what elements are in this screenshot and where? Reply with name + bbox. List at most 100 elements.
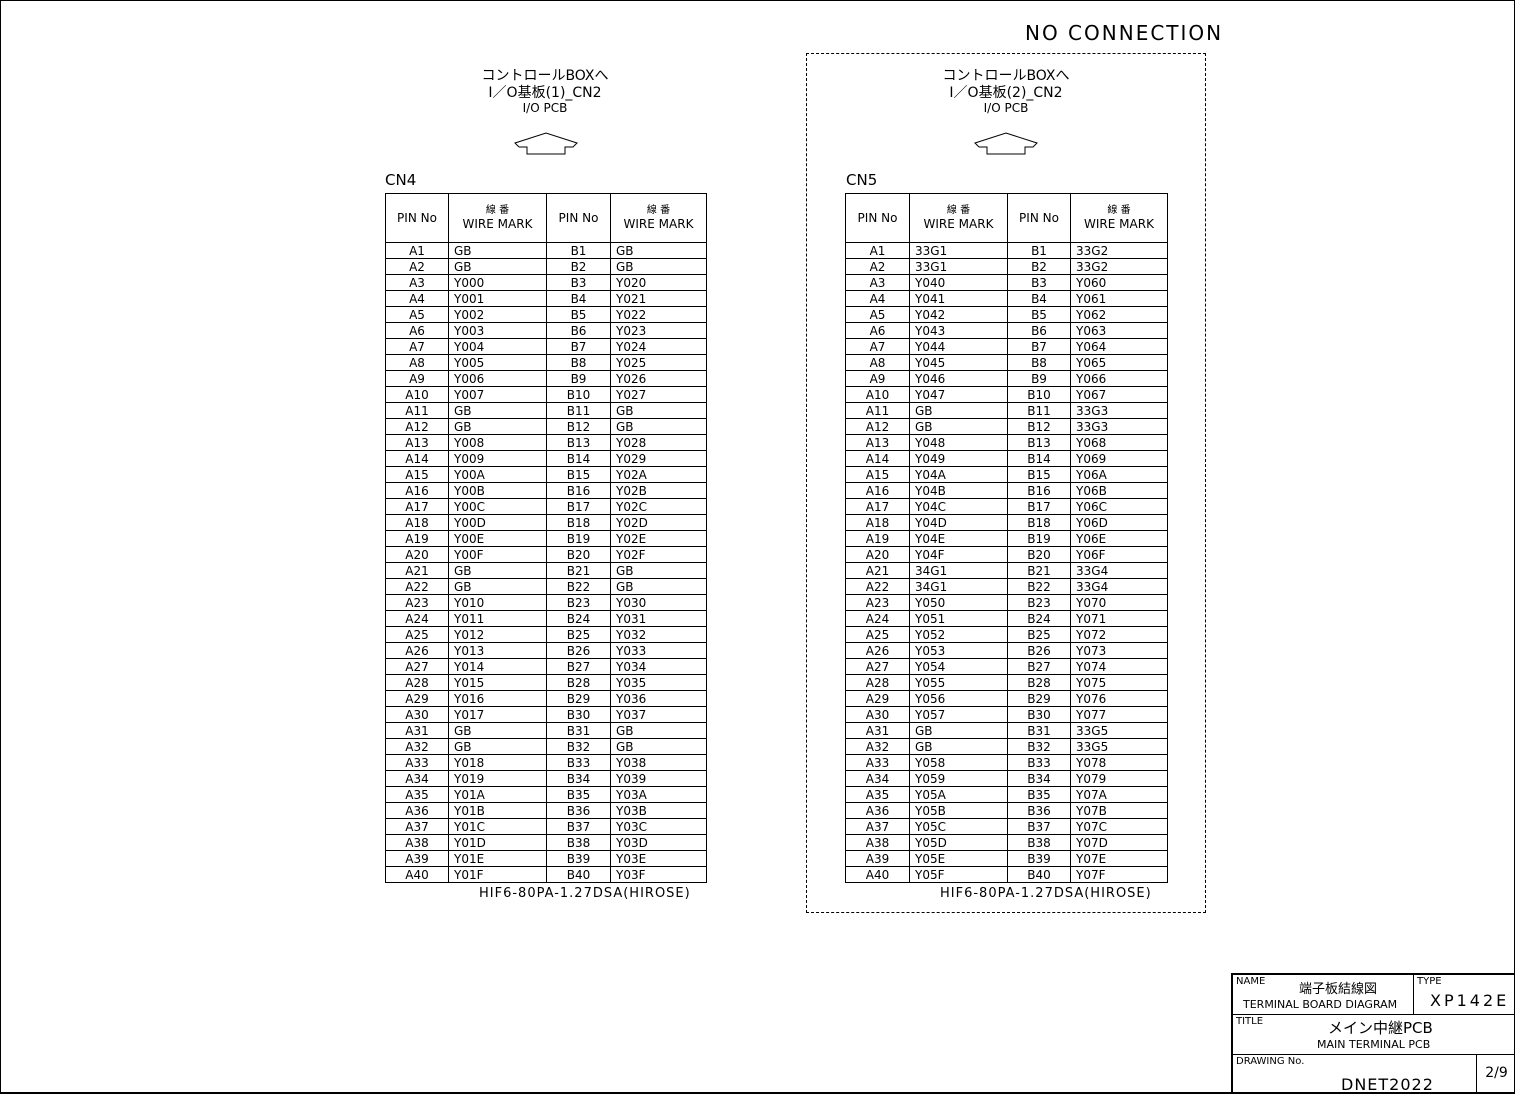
pin-cell: B30: [546, 706, 611, 723]
wire-mark-header: 線 番 WIRE MARK: [1070, 193, 1168, 243]
pin-cell: B35: [1007, 786, 1071, 803]
pin-cell: B11: [1007, 402, 1071, 419]
table-row: A14 Y049 B14 Y069: [845, 450, 1168, 467]
destination-line: I／O基板(2)_CN2: [949, 85, 1063, 101]
wire-mark-cell: Y018: [448, 754, 547, 771]
table-row: A32 GB B32 33G5: [845, 738, 1168, 755]
wire-mark-cell: Y03C: [610, 818, 707, 835]
pin-cell: A32: [385, 738, 449, 755]
wire-mark-cell: Y055: [909, 674, 1008, 691]
wire-mark-cell: Y041: [909, 290, 1008, 307]
cn4-label: CN4: [385, 171, 417, 189]
table-row: A7 Y004 B7 Y024: [385, 338, 707, 355]
table-row: A16 Y04B B16 Y06B: [845, 482, 1168, 499]
wire-mark-cell: Y045: [909, 354, 1008, 371]
pin-cell: B19: [546, 530, 611, 547]
wire-mark-cell: Y02F: [610, 546, 707, 563]
wire-mark-cell: Y006: [448, 370, 547, 387]
wire-mark-cell: Y01B: [448, 802, 547, 819]
wire-mark-cell: Y011: [448, 610, 547, 627]
pin-cell: A20: [845, 546, 910, 563]
table-row: A29 Y016 B29 Y036: [385, 690, 707, 707]
wire-mark-cell: Y014: [448, 658, 547, 675]
wire-mark-jp: 線 番: [946, 205, 971, 216]
wire-mark-cell: Y053: [909, 642, 1008, 659]
table-row: A15 Y00A B15 Y02A: [385, 466, 707, 483]
pin-cell: B26: [1007, 642, 1071, 659]
wire-mark-cell: Y04E: [909, 530, 1008, 547]
table-row: A10 Y007 B10 Y027: [385, 386, 707, 403]
pin-cell: A39: [385, 850, 449, 867]
pin-no-header: PIN No: [385, 193, 449, 243]
wire-mark-cell: Y01E: [448, 850, 547, 867]
table-row: A31 GB B31 33G5: [845, 722, 1168, 739]
pin-cell: B28: [546, 674, 611, 691]
wire-mark-cell: Y040: [909, 274, 1008, 291]
table-row: A34 Y059 B34 Y079: [845, 770, 1168, 787]
wire-mark-cell: Y074: [1070, 658, 1168, 675]
pin-cell: A30: [845, 706, 910, 723]
table-row: A1 33G1 B1 33G2: [845, 242, 1168, 259]
cn5-label: CN5: [846, 171, 878, 189]
pin-cell: A38: [845, 834, 910, 851]
wire-mark-cell: Y057: [909, 706, 1008, 723]
wire-mark-cell: Y077: [1070, 706, 1168, 723]
pin-cell: B39: [546, 850, 611, 867]
wire-mark-jp: 線 番: [485, 205, 510, 216]
table-row: A15 Y04A B15 Y06A: [845, 466, 1168, 483]
pin-cell: A11: [385, 402, 449, 419]
cn5-pin-table: PIN No 線 番 WIRE MARK PIN No 線 番 WIRE MARK A1 33…: [845, 193, 1168, 883]
pin-cell: B24: [546, 610, 611, 627]
wire-mark-cell: Y07C: [1070, 818, 1168, 835]
table-row: A32 GB B32 GB: [385, 738, 707, 755]
pin-cell: B33: [546, 754, 611, 771]
pin-cell: B11: [546, 402, 611, 419]
pin-cell: A17: [845, 498, 910, 515]
wire-mark-cell: Y023: [610, 322, 707, 339]
pin-cell: A20: [385, 546, 449, 563]
wire-mark-cell: 33G1: [909, 242, 1008, 259]
wire-mark-cell: Y050: [909, 594, 1008, 611]
wire-mark-cell: GB: [448, 242, 547, 259]
pin-cell: A23: [845, 594, 910, 611]
pin-cell: A36: [385, 802, 449, 819]
pin-cell: A4: [385, 290, 449, 307]
wire-mark-cell: GB: [448, 258, 547, 275]
wire-mark-cell: Y020: [610, 274, 707, 291]
pin-cell: A39: [845, 850, 910, 867]
pin-cell: A15: [845, 466, 910, 483]
table-row: A17 Y04C B17 Y06C: [845, 498, 1168, 515]
pin-cell: A14: [385, 450, 449, 467]
pin-cell: B18: [546, 514, 611, 531]
pin-cell: B6: [546, 322, 611, 339]
table-row: A36 Y05B B36 Y07B: [845, 802, 1168, 819]
pin-cell: B19: [1007, 530, 1071, 547]
table-row: A3 Y000 B3 Y020: [385, 274, 707, 291]
pin-cell: B27: [1007, 658, 1071, 675]
wire-mark-cell: 33G3: [1070, 402, 1168, 419]
table-row: A23 Y050 B23 Y070: [845, 594, 1168, 611]
table-row: A22 34G1 B22 33G4: [845, 578, 1168, 595]
title-jp: メイン中継PCB: [1328, 1019, 1433, 1037]
pin-cell: B37: [1007, 818, 1071, 835]
wire-mark-cell: 33G2: [1070, 258, 1168, 275]
pin-cell: B40: [546, 866, 611, 883]
wire-mark-cell: GB: [909, 402, 1008, 419]
pin-cell: B17: [546, 498, 611, 515]
wire-mark-cell: 34G1: [909, 562, 1008, 579]
table-row: A28 Y055 B28 Y075: [845, 674, 1168, 691]
wire-mark-cell: Y031: [610, 610, 707, 627]
pin-cell: B24: [1007, 610, 1071, 627]
wire-mark-cell: Y05F: [909, 866, 1008, 883]
pin-cell: B2: [1007, 258, 1071, 275]
table-row: A22 GB B22 GB: [385, 578, 707, 595]
wire-mark-cell: Y04D: [909, 514, 1008, 531]
wire-mark-cell: Y05A: [909, 786, 1008, 803]
pin-cell: A6: [845, 322, 910, 339]
wire-mark-cell: GB: [610, 738, 707, 755]
wire-mark-cell: 33G5: [1070, 738, 1168, 755]
pin-cell: A29: [845, 690, 910, 707]
pin-cell: A25: [385, 626, 449, 643]
pin-cell: A22: [385, 578, 449, 595]
wire-mark-cell: Y00A: [448, 466, 547, 483]
